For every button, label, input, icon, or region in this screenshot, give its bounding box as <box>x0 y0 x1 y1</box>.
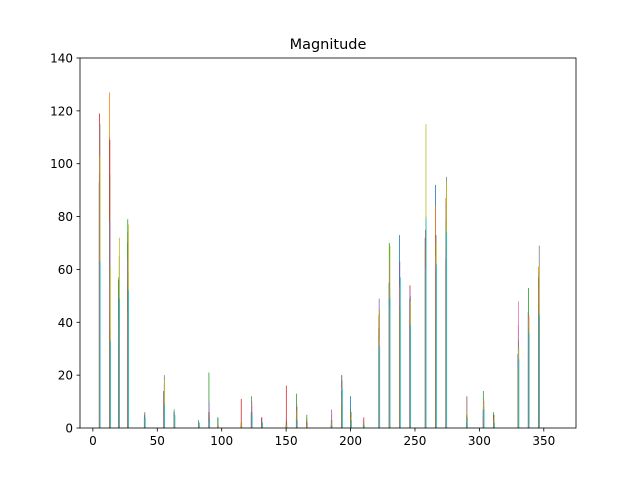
y-tick-label: 40 <box>58 316 73 330</box>
bar <box>493 422 495 428</box>
bar <box>296 420 298 428</box>
bar <box>363 425 365 428</box>
y-tick-label: 80 <box>58 210 73 224</box>
x-tick-label: 200 <box>339 434 362 448</box>
bar <box>341 388 343 428</box>
bar <box>99 261 101 428</box>
bar <box>296 409 298 428</box>
bar <box>307 425 308 428</box>
bar <box>410 324 412 428</box>
plot-frame <box>79 57 577 429</box>
bar <box>119 298 120 428</box>
x-tick-label: 250 <box>404 434 427 448</box>
x-tick-label: 150 <box>275 434 298 448</box>
bar <box>518 359 520 428</box>
bar <box>466 417 468 428</box>
bar <box>208 372 210 428</box>
bar-series <box>98 92 540 429</box>
bar <box>286 425 288 428</box>
bar <box>306 422 308 428</box>
bar <box>331 422 333 428</box>
y-tick-label: 140 <box>50 52 73 66</box>
plot-background <box>80 58 576 428</box>
bar <box>399 277 401 428</box>
bar <box>379 346 381 428</box>
bar <box>164 404 165 428</box>
bar <box>285 385 287 428</box>
bar <box>435 264 437 428</box>
bar <box>128 290 129 428</box>
x-tick-label: 100 <box>210 434 233 448</box>
x-tick-label: 0 <box>89 434 97 448</box>
bar <box>209 420 211 428</box>
y-tick-label: 120 <box>50 104 73 118</box>
x-axis: 0 50 100 150 200 250 300 350 <box>89 428 555 448</box>
bar <box>240 398 242 428</box>
y-tick-label: 100 <box>50 157 73 171</box>
bar <box>306 414 308 428</box>
bar <box>174 414 176 428</box>
bar <box>144 417 146 428</box>
bar <box>539 314 540 428</box>
bar <box>241 422 243 428</box>
bar <box>389 298 391 428</box>
y-tick-label: 0 <box>65 422 73 436</box>
bar <box>251 414 253 428</box>
bar <box>350 420 352 428</box>
bar <box>425 219 427 428</box>
bar <box>446 232 448 428</box>
bar <box>198 422 200 428</box>
bar <box>331 425 333 428</box>
x-tick-label: 50 <box>150 434 165 448</box>
bar <box>218 425 219 428</box>
bar <box>110 340 111 428</box>
bar <box>466 396 468 428</box>
x-tick-label: 300 <box>468 434 491 448</box>
bar <box>217 417 219 428</box>
bar <box>528 332 530 428</box>
x-tick-label: 350 <box>532 434 555 448</box>
bar <box>363 422 365 428</box>
y-tick-label: 60 <box>58 263 73 277</box>
y-axis: 0 20 40 60 80 100 120 140 <box>50 52 80 436</box>
bar <box>483 409 485 428</box>
bar <box>262 422 263 428</box>
chart-title: Magnitude <box>290 37 367 53</box>
y-tick-label: 20 <box>58 369 73 383</box>
bar <box>286 422 288 428</box>
